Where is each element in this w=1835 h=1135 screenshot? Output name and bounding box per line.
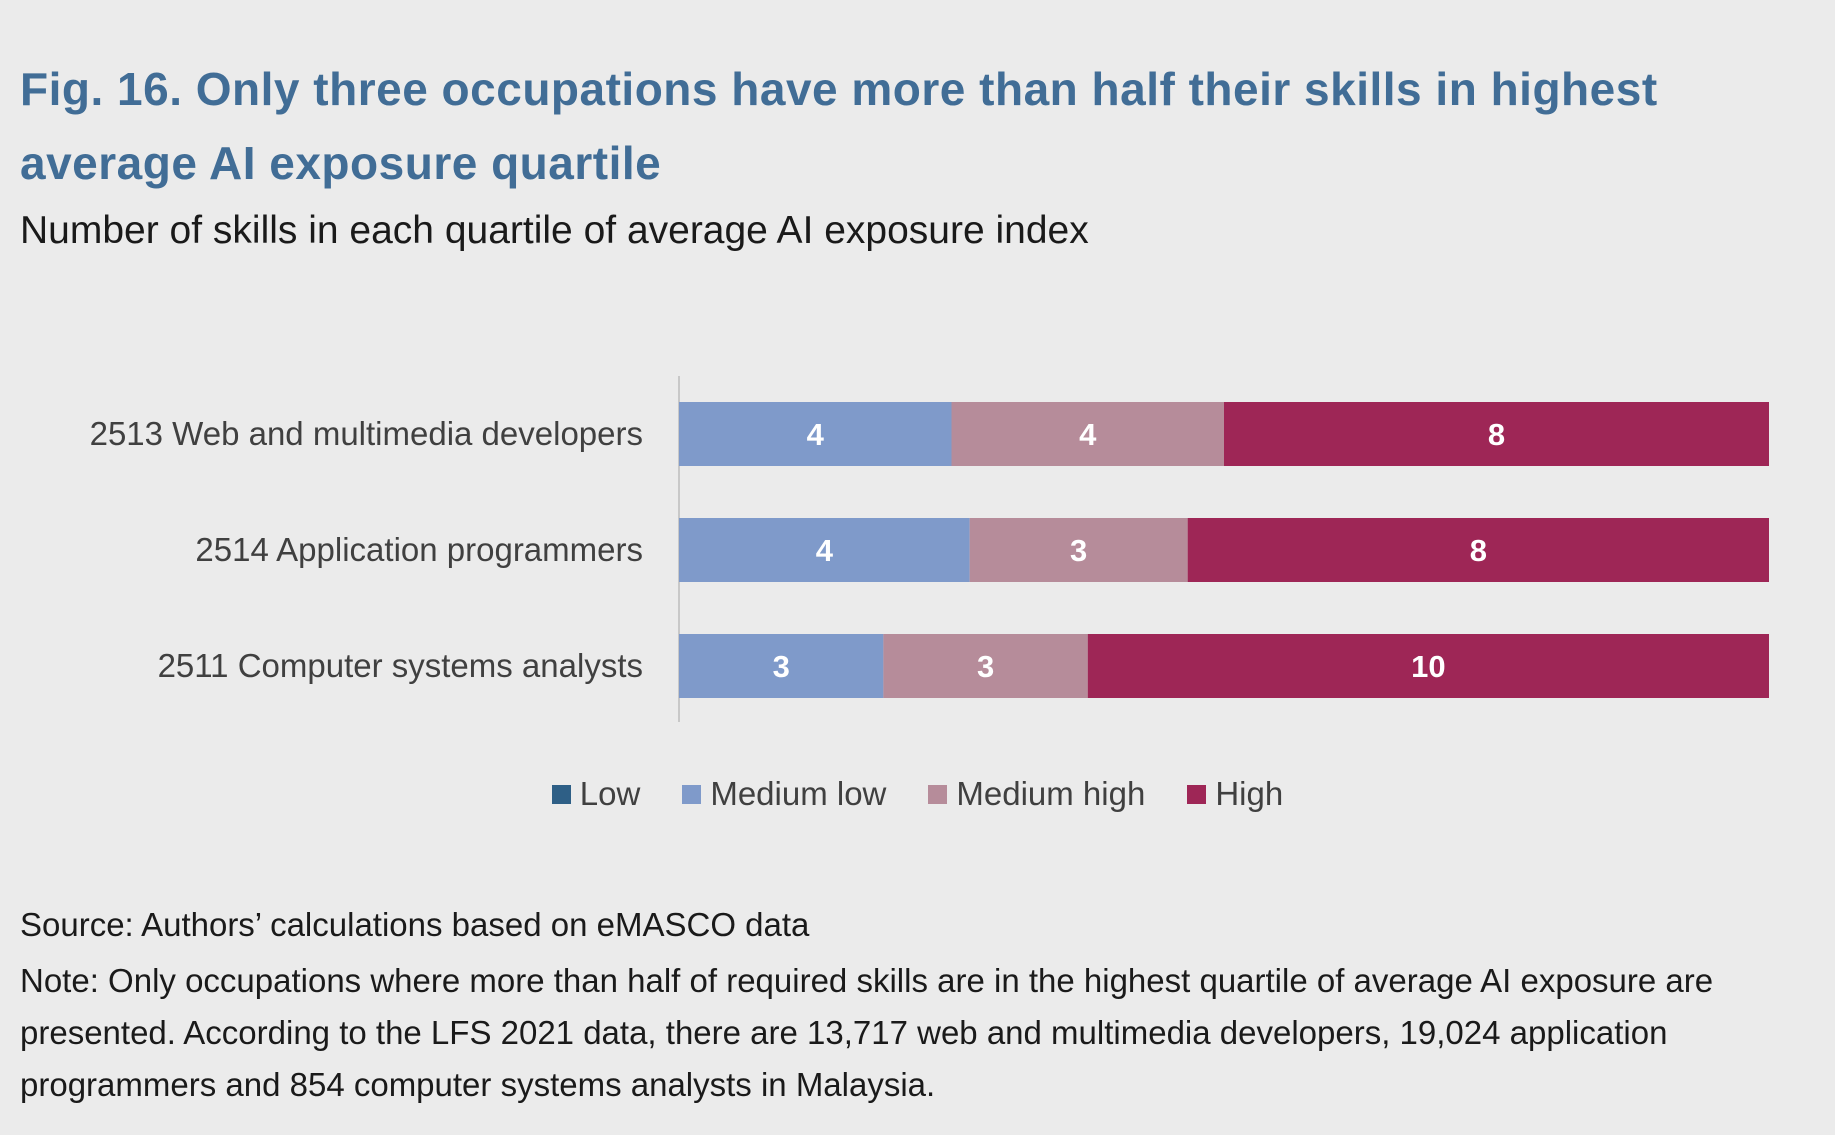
data-label: 3 [977, 649, 994, 684]
bar-segment [883, 634, 1088, 698]
legend-item: Medium low [682, 775, 886, 813]
legend-swatch [928, 784, 948, 804]
bar-segment [679, 402, 952, 466]
bar-segment [679, 518, 970, 582]
legend-item: High [1187, 775, 1283, 813]
data-label: 3 [773, 649, 790, 684]
data-label: 10 [1411, 649, 1445, 684]
footnote: Note: Only occupations where more than h… [20, 962, 1714, 1103]
chart-legend: Low Medium low Medium high High [0, 775, 1835, 813]
bar-segment [1187, 518, 1769, 582]
legend-item: Medium high [928, 775, 1145, 813]
source-note: Source: Authors’ calculations based on e… [20, 906, 810, 943]
data-label: 4 [816, 533, 834, 568]
data-label: 4 [807, 417, 825, 452]
data-label: 4 [1079, 417, 1097, 452]
category-label: 2513 Web and multimedia developers [90, 415, 643, 452]
category-label: 2514 Application programmers [195, 531, 643, 568]
bar-segment [969, 518, 1188, 582]
legend-item: Low [551, 775, 641, 813]
bar-segment [679, 634, 884, 698]
legend-swatch [682, 784, 702, 804]
legend-label: High [1215, 775, 1284, 812]
chart-title: Fig. 16. Only three occupations have mor… [20, 63, 1658, 189]
category-label: 2511 Computer systems analysts [158, 647, 643, 684]
stacked-bar-chart: 2513 Web and multimedia developers 4 4 8 251… [90, 376, 1769, 722]
bar-segment [1224, 402, 1769, 466]
bar-segment [1087, 634, 1769, 698]
data-label: 3 [1070, 533, 1087, 568]
bar-segment [951, 402, 1224, 466]
legend-swatch [551, 784, 571, 804]
legend-label: Low [579, 775, 641, 812]
legend-label: Medium low [710, 775, 887, 812]
chart-subtitle: Number of skills in each quartile of ave… [20, 209, 1089, 252]
legend-label: Medium high [956, 775, 1146, 812]
legend-swatch [1187, 784, 1207, 804]
data-label: 8 [1470, 533, 1487, 568]
data-label: 8 [1488, 417, 1505, 452]
